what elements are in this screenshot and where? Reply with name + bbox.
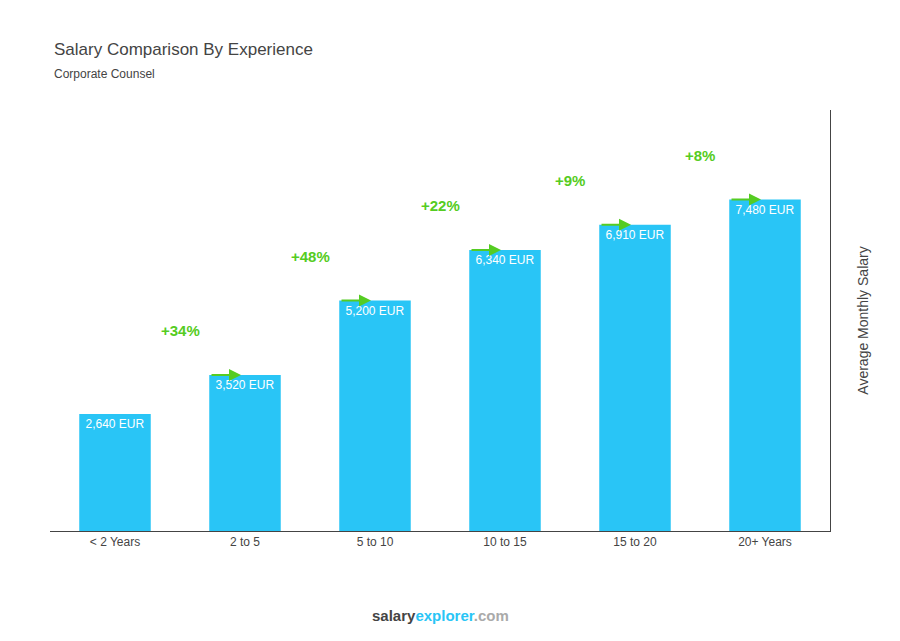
svg-text:2 to 5: 2 to 5 (230, 535, 260, 549)
svg-text:6,910 EUR: 6,910 EUR (605, 228, 664, 242)
svg-text:5,200 EUR: 5,200 EUR (345, 304, 404, 318)
svg-text:+8%: +8% (685, 147, 715, 164)
svg-text:10 to 15: 10 to 15 (483, 535, 527, 549)
svg-text:Average Monthly Salary: Average Monthly Salary (855, 246, 871, 394)
svg-text:salaryexplorer.com: salaryexplorer.com (372, 607, 509, 624)
svg-text:20+ Years: 20+ Years (738, 535, 792, 549)
svg-text:5 to 10: 5 to 10 (357, 535, 394, 549)
svg-text:3,520 EUR: 3,520 EUR (215, 378, 274, 392)
svg-text:Corporate Counsel: Corporate Counsel (54, 67, 155, 81)
svg-text:15 to 20: 15 to 20 (613, 535, 657, 549)
svg-text:6,340 EUR: 6,340 EUR (475, 253, 534, 267)
svg-text:< 2 Years: < 2 Years (90, 535, 140, 549)
svg-text:+48%: +48% (291, 248, 330, 265)
svg-text:+9%: +9% (555, 172, 585, 189)
svg-text:Salary Comparison By Experienc: Salary Comparison By Experience (54, 40, 313, 59)
svg-text:+22%: +22% (421, 197, 460, 214)
svg-text:7,480 EUR: 7,480 EUR (735, 203, 794, 217)
svg-text:2,640 EUR: 2,640 EUR (85, 417, 144, 431)
svg-text:+34%: +34% (161, 322, 200, 339)
